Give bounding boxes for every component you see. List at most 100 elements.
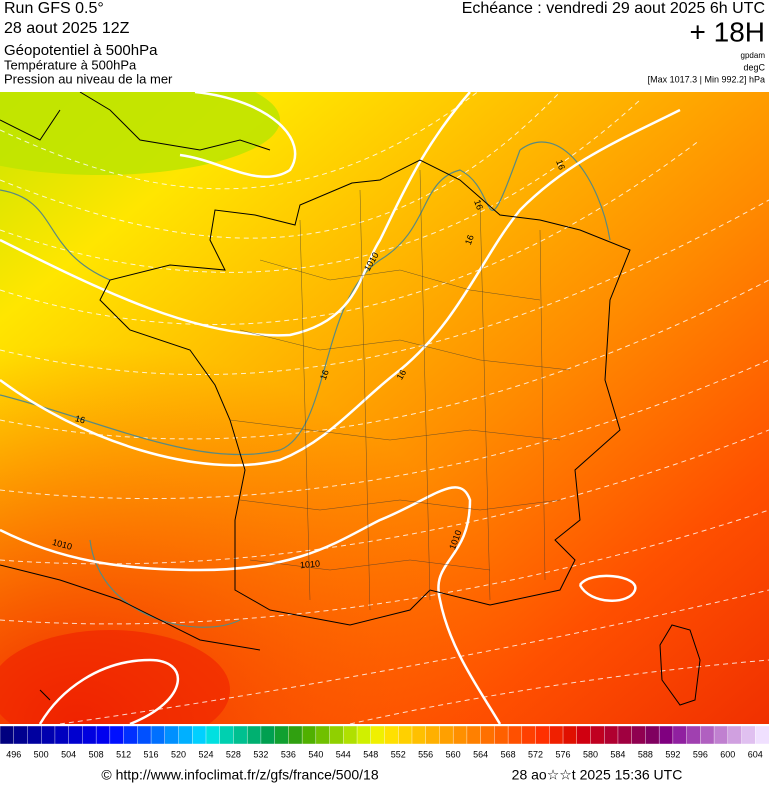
colorbar-tick-label: 572 <box>528 749 543 759</box>
colorbar-swatch <box>150 725 166 745</box>
colorbar-tick-label: 536 <box>281 749 296 759</box>
colorbar-swatch <box>0 725 15 745</box>
colorbar-swatch <box>521 725 537 745</box>
colorbar-swatch <box>727 725 743 745</box>
colorbar-swatch <box>82 725 97 745</box>
colorbar-swatch <box>604 725 619 745</box>
colorbar-swatch <box>54 725 70 745</box>
colorbar-swatch <box>260 725 276 745</box>
colorbar-swatch <box>192 725 207 745</box>
colorbar-tick-label: 576 <box>556 749 571 759</box>
colorbar-tick-label: 508 <box>89 749 104 759</box>
colorbar-swatch <box>631 725 646 745</box>
valid-time: Echéance : vendredi 29 aout 2025 6h UTC <box>462 0 765 17</box>
department-borders <box>229 169 571 611</box>
colorbar-swatch <box>219 725 234 745</box>
colorbar-tick-label: 588 <box>638 749 653 759</box>
colorbar-swatch <box>164 725 180 745</box>
colorbar-tick-label: 516 <box>144 749 159 759</box>
colorbar-swatch <box>535 725 550 745</box>
colorbar-swatch <box>645 725 660 745</box>
colorbar-swatch <box>398 725 413 745</box>
run-date: 28 aout 2025 12Z <box>4 20 130 37</box>
contour-label: 1010 <box>300 559 321 571</box>
pressure-range: [Max 1017.3 | Min 992.2] hPa <box>648 74 765 84</box>
colorbar-swatch <box>205 725 221 745</box>
contour-label: 16 <box>554 158 567 171</box>
colorbar-swatch <box>109 725 125 745</box>
colorbar-tick-label: 512 <box>116 749 131 759</box>
colorbar-swatch <box>315 725 331 745</box>
colorbar-swatch <box>233 725 248 745</box>
colorbar-swatch <box>494 725 509 745</box>
colorbar-swatch <box>507 725 523 745</box>
colorbar-swatch <box>178 725 193 745</box>
source-url: © http://www.infoclimat.fr/z/gfs/france/… <box>101 767 378 783</box>
colorbar-tick-label: 568 <box>501 749 516 759</box>
colorbar-swatch <box>755 725 769 745</box>
colorbar-swatch <box>137 725 152 745</box>
colorbar-tick-label: 532 <box>253 749 268 759</box>
colorbar-tick-label: 528 <box>226 749 241 759</box>
contour-label: 16 <box>463 233 476 246</box>
colorbar-tick-label: 600 <box>720 749 735 759</box>
colorbar-swatch <box>274 725 289 745</box>
colorbar-tick-label: 596 <box>693 749 708 759</box>
colorbar-swatch <box>425 725 440 745</box>
colorbar-swatch <box>686 725 701 745</box>
colorbar-swatch <box>95 725 111 745</box>
colorbar-swatch <box>370 725 385 745</box>
colorbar-tick-label: 604 <box>748 749 763 759</box>
colorbar-tick-label: 560 <box>446 749 461 759</box>
colorbar-swatch <box>658 725 674 745</box>
colorbar-tick-label: 580 <box>583 749 598 759</box>
colorbar-tick-label: 552 <box>391 749 406 759</box>
colorbar-swatch <box>411 725 427 745</box>
colorbar-tick-label: 592 <box>665 749 680 759</box>
colorbar-tick-label: 544 <box>336 749 351 759</box>
colorbar-tick-label: 564 <box>473 749 488 759</box>
colorbar-swatch <box>562 725 578 745</box>
colorbar-tick-label: 548 <box>363 749 378 759</box>
colorbar-swatch <box>288 725 303 745</box>
colorbar-swatch <box>672 725 688 745</box>
field-label: Température à 500hPa <box>4 57 137 72</box>
colorbar-swatch <box>576 725 591 745</box>
colorbar-swatch <box>343 725 358 745</box>
colorbar-swatch <box>617 725 633 745</box>
contour-label: 16 <box>472 198 485 211</box>
colorbar-swatch <box>741 725 756 745</box>
contour-label: 16 <box>74 413 86 425</box>
colorbar-swatch <box>27 725 42 745</box>
colorbar-swatch <box>301 725 317 745</box>
isobars <box>0 92 681 724</box>
colorbar-tick-label: 556 <box>418 749 433 759</box>
unit-label: degC <box>743 62 765 72</box>
model-title: Run GFS 0.5° <box>4 0 104 17</box>
colorbar-swatch <box>439 725 454 745</box>
lead-time: + 18H <box>690 16 766 47</box>
colorbar-tick-label: 524 <box>198 749 213 759</box>
contour-label: 16 <box>318 368 331 381</box>
colorbar-swatch <box>549 725 564 745</box>
colorbar-swatch <box>713 725 729 745</box>
temperature-field <box>0 92 769 724</box>
colorbar-tick-label: 500 <box>34 749 49 759</box>
unit-label: gpdam <box>741 51 766 60</box>
coastline <box>0 92 701 706</box>
colorbar: 496 500 504 508 512 516 520 524 528 532 536 540 544 5… <box>0 725 769 759</box>
colorbar-swatch <box>466 725 482 745</box>
colorbar-tick-label: 520 <box>171 749 186 759</box>
colorbar-swatch <box>480 725 495 745</box>
colorbar-swatch <box>246 725 262 745</box>
colorbar-swatch <box>13 725 28 745</box>
colorbar-swatch <box>123 725 138 745</box>
colorbar-swatch <box>384 725 399 745</box>
timestamp: 28 ao☆☆t 2025 15:36 UTC <box>512 767 683 783</box>
temperature-field <box>0 92 280 175</box>
field-label: Pression au niveau de la mer <box>4 71 173 86</box>
colorbar-swatch <box>452 725 468 745</box>
colorbar-tick-label: 504 <box>61 749 76 759</box>
colorbar-swatch <box>590 725 605 745</box>
